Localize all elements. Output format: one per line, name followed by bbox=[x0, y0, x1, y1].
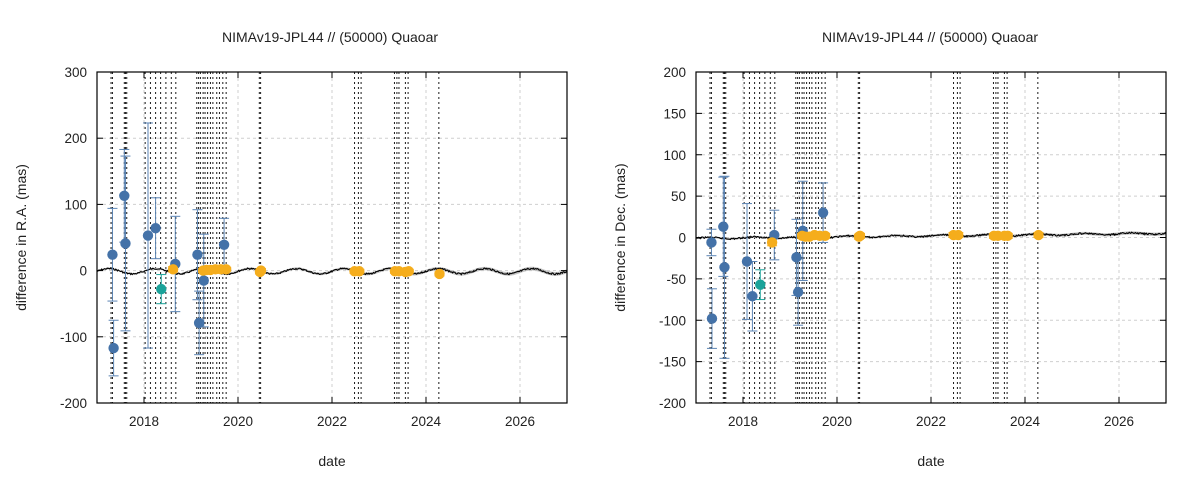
data-point-blue bbox=[120, 238, 131, 249]
data-point-orange bbox=[255, 265, 267, 276]
chart-panel-1: -200 -100 0 100 200 300 2018 2020 2022 2024 2026 NI… bbox=[13, 29, 568, 469]
x-tick-label: 2018 bbox=[728, 414, 758, 429]
data-point-blue bbox=[119, 190, 130, 201]
data-point-orange bbox=[434, 268, 445, 280]
x-tick-label: 2022 bbox=[317, 414, 347, 429]
x-tick-label: 2018 bbox=[129, 414, 159, 429]
data-point-orange bbox=[854, 230, 866, 242]
y-tick-label: -200 bbox=[60, 396, 87, 411]
data-point-blue bbox=[706, 313, 718, 324]
data-point-blue bbox=[791, 252, 802, 263]
data-point-orange bbox=[167, 264, 179, 275]
y-tick-label: -100 bbox=[659, 313, 686, 328]
y-tick-label: 300 bbox=[64, 65, 87, 80]
y-tick-label: -150 bbox=[659, 355, 686, 370]
y-tick-label: -100 bbox=[60, 330, 87, 345]
data-point-blue bbox=[150, 223, 161, 234]
y-tick-label: 0 bbox=[678, 231, 686, 246]
data-point-orange bbox=[766, 237, 778, 248]
x-tick-label: 2026 bbox=[1104, 414, 1134, 429]
data-point-blue bbox=[108, 342, 119, 354]
data-point-orange bbox=[220, 264, 232, 275]
y-axis-label: difference in R.A. (mas) bbox=[13, 164, 29, 311]
data-point-blue bbox=[706, 237, 717, 248]
y-tick-label: 0 bbox=[79, 264, 87, 279]
data-point-blue bbox=[719, 262, 730, 273]
data-point-blue bbox=[741, 256, 753, 267]
data-point-blue bbox=[747, 291, 758, 302]
y-tick-label: 150 bbox=[663, 106, 686, 121]
x-tick-label: 2024 bbox=[1010, 414, 1041, 429]
y-tick-label: 100 bbox=[64, 197, 87, 212]
x-tick-label: 2024 bbox=[411, 414, 442, 429]
y-tick-label: -200 bbox=[659, 396, 686, 411]
data-point-orange bbox=[1033, 229, 1044, 241]
y-tick-label: 200 bbox=[663, 65, 686, 80]
x-axis-label: date bbox=[318, 453, 345, 469]
data-point-blue bbox=[142, 230, 154, 241]
x-axis-label: date bbox=[917, 453, 944, 469]
y-axis-label: difference in Dec. (mas) bbox=[612, 163, 628, 311]
data-point-orange bbox=[819, 230, 831, 242]
y-tick-label: 200 bbox=[64, 131, 87, 146]
model-curve bbox=[96, 267, 568, 276]
data-point-blue bbox=[817, 207, 829, 218]
x-tick-label: 2022 bbox=[916, 414, 946, 429]
data-point-orange bbox=[1002, 230, 1013, 242]
x-tick-label: 2020 bbox=[223, 414, 253, 429]
data-point-blue bbox=[198, 275, 209, 286]
data-point-blue bbox=[107, 249, 118, 260]
data-point-orange bbox=[354, 266, 365, 277]
data-point-blue bbox=[193, 317, 205, 329]
x-tick-label: 2020 bbox=[822, 414, 852, 429]
data-point-orange bbox=[403, 266, 414, 277]
chart-title: NIMAv19-JPL44 // (50000) Quaoar bbox=[222, 29, 438, 45]
data-point-orange bbox=[953, 229, 964, 241]
data-point-blue bbox=[192, 249, 203, 260]
y-tick-label: -50 bbox=[666, 272, 686, 287]
data-point-blue bbox=[218, 239, 230, 250]
y-tick-label: 50 bbox=[671, 189, 686, 204]
y-tick-label: 100 bbox=[663, 148, 686, 163]
data-point-blue bbox=[792, 286, 804, 298]
chart-panel-2: -200 -150 -100 -50 0 50 100 150 200 2018 2020 2022 2… bbox=[612, 29, 1167, 469]
data-point-teal bbox=[156, 283, 167, 295]
data-point-teal bbox=[755, 279, 766, 290]
data-point-blue bbox=[718, 221, 729, 232]
chart-title: NIMAv19-JPL44 // (50000) Quaoar bbox=[822, 29, 1038, 45]
x-tick-label: 2026 bbox=[505, 414, 535, 429]
